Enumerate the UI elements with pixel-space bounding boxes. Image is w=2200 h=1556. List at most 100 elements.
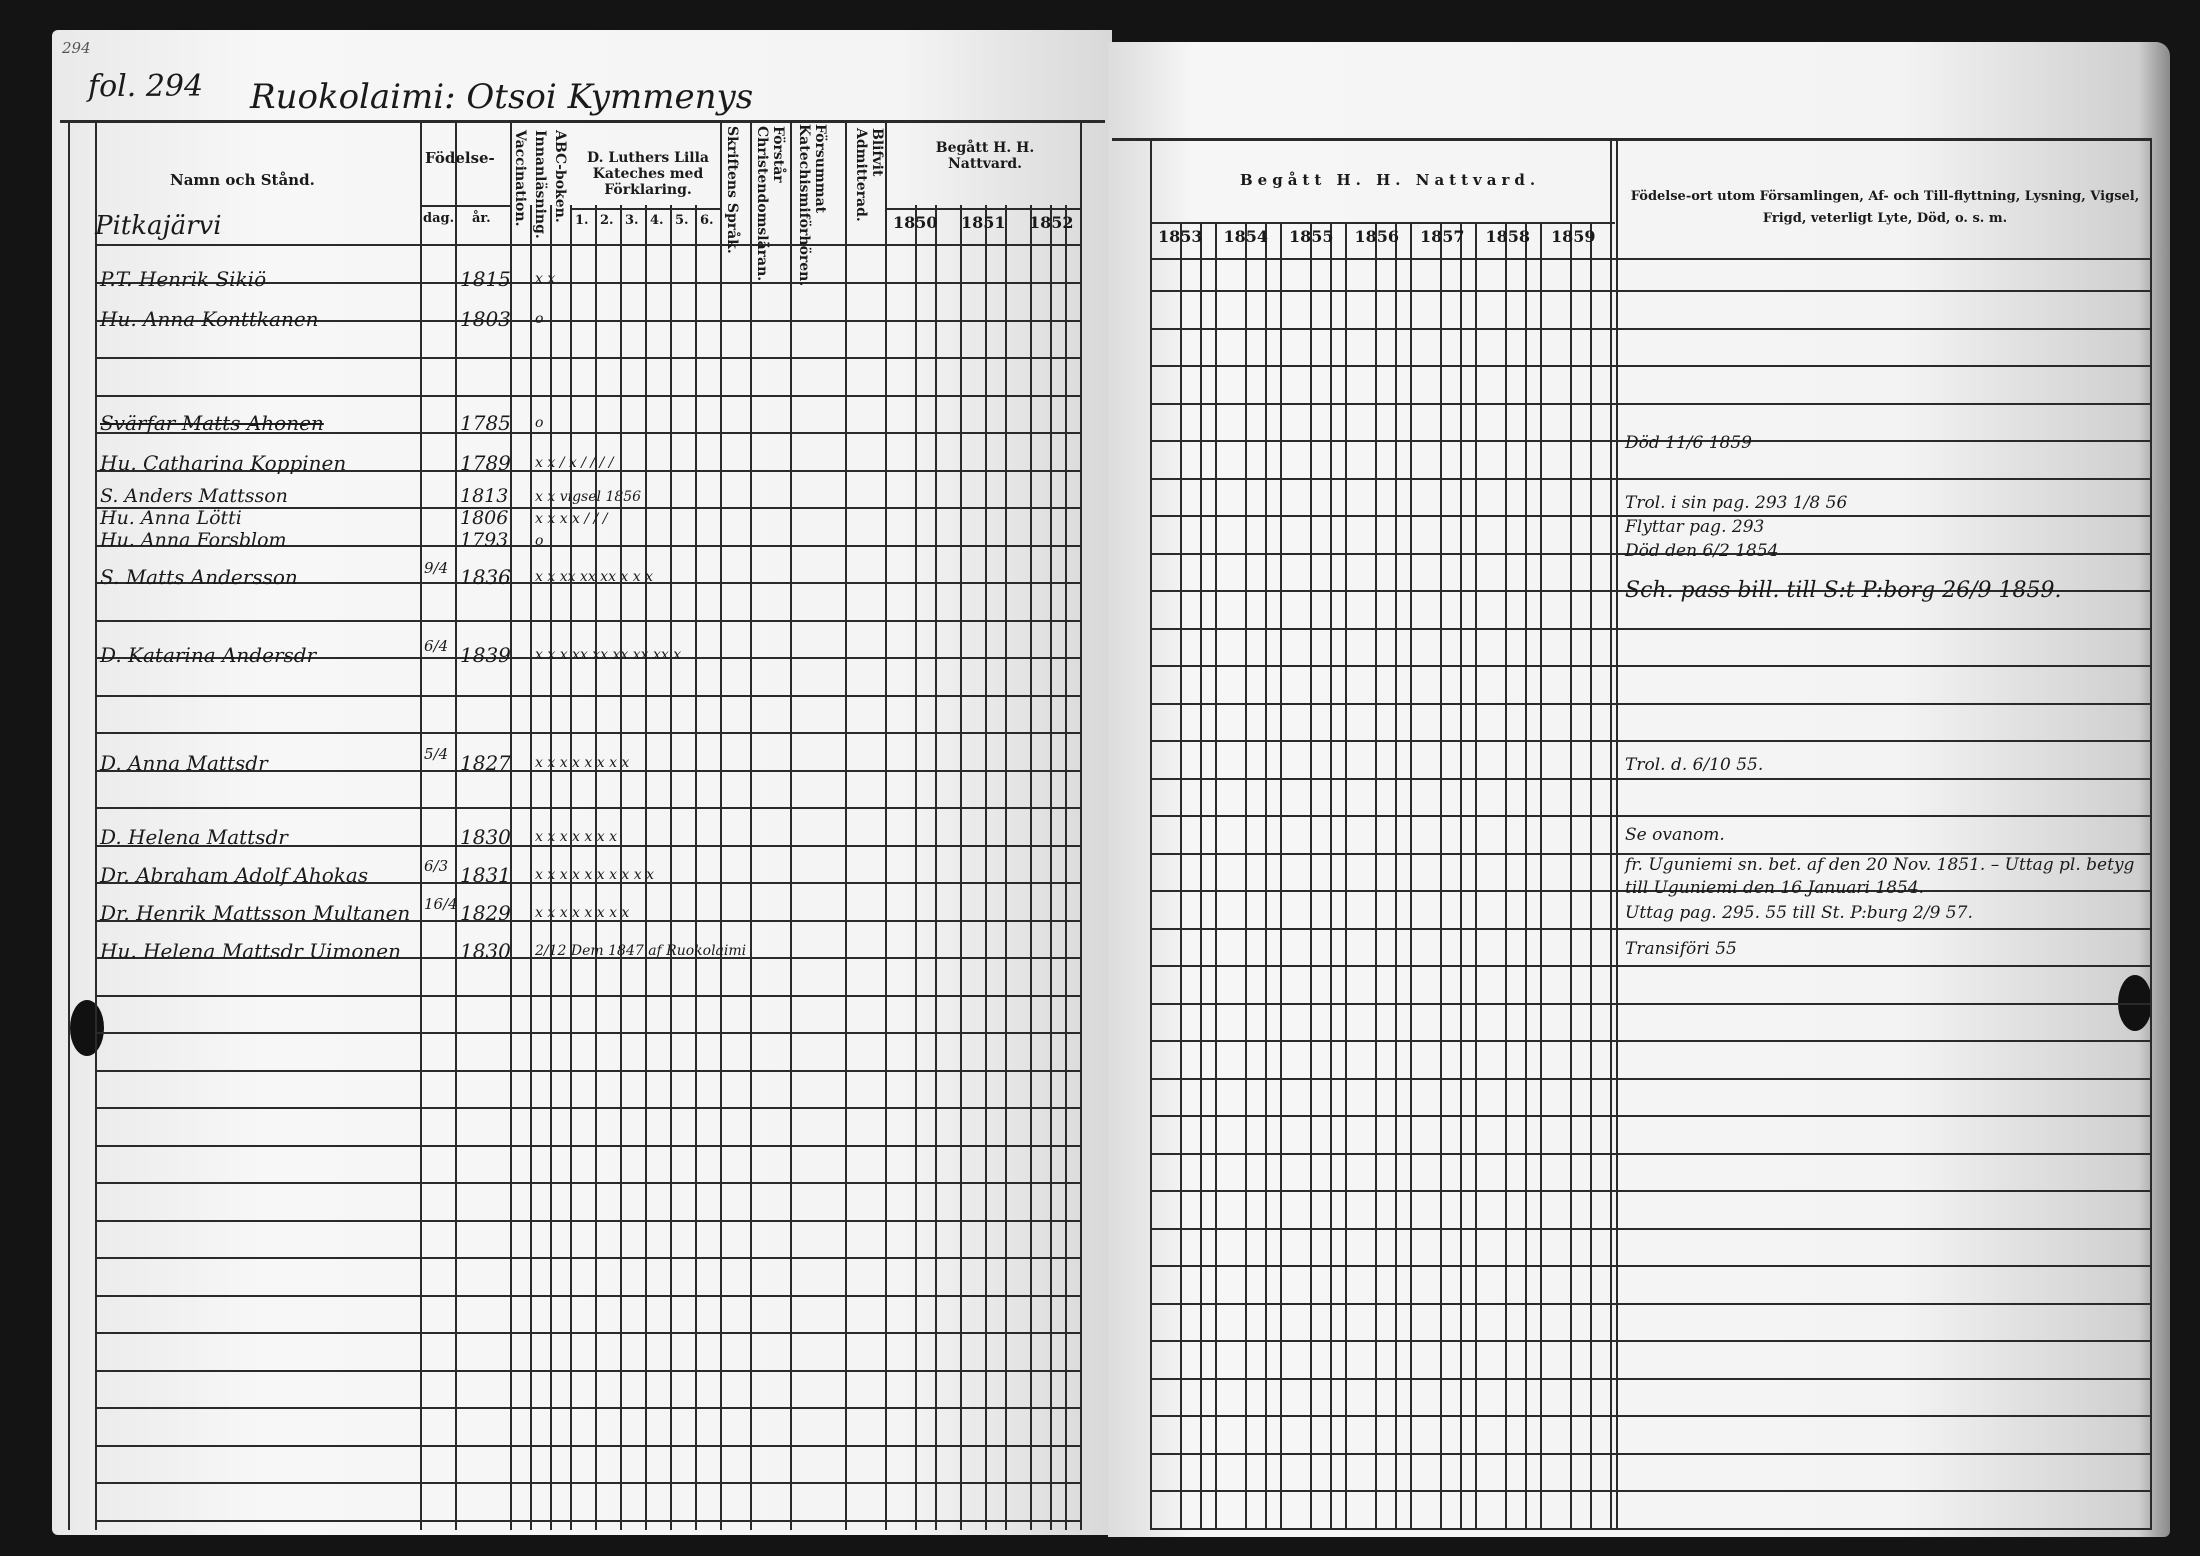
entry-name: D. Katarina Andersdr <box>100 643 317 667</box>
rule-line <box>1150 1265 2150 1267</box>
rule-line <box>95 432 1080 434</box>
header-understands: Förstår Christendomsläran. <box>754 126 786 282</box>
rule-line <box>960 205 962 1530</box>
year-header: 1859 <box>1551 227 1596 246</box>
rule-line <box>595 205 597 1530</box>
rule-line <box>1280 222 1282 1530</box>
rule-line <box>95 1144 1080 1147</box>
header-communion-right: Begått H. H. Nattvard. <box>1240 171 1541 189</box>
entry-marks: o <box>535 533 544 549</box>
remark-note: Död 11/6 1859 <box>1625 433 1752 453</box>
luther-part-label: 2. <box>600 213 614 228</box>
remark-note: Sch. pass bill. till S:t P:borg 26/9 185… <box>1625 578 2062 603</box>
header-abc: ABC-boken. <box>552 130 568 223</box>
rule-line <box>95 994 1080 997</box>
year-header: 1855 <box>1289 227 1334 246</box>
rule-line <box>95 244 1080 246</box>
rule-line <box>1265 222 1267 1530</box>
rule-line <box>1616 138 1618 1530</box>
rule-line <box>95 544 1080 547</box>
rule-line <box>1410 222 1412 1530</box>
header-notes: Födelse-ort utom Församlingen, Af- och T… <box>1630 189 2140 226</box>
rule-line <box>1150 1490 2150 1492</box>
rule-line <box>1005 205 1007 1530</box>
rule-line <box>1150 552 2150 555</box>
rule-line <box>1150 1152 2150 1155</box>
rule-line <box>95 732 1080 734</box>
rule-line <box>1440 222 1442 1530</box>
entry-name: Hu. Anna Lötti <box>100 507 242 529</box>
year-header: 1857 <box>1420 227 1465 246</box>
rule-line <box>95 1257 1080 1259</box>
rule-line <box>885 120 887 1530</box>
rule-line <box>95 282 1080 284</box>
rule-line <box>95 1407 1080 1409</box>
rule-line <box>1150 590 2150 592</box>
rule-line <box>620 205 622 1530</box>
rule-line <box>95 807 1080 809</box>
rule-line <box>2150 138 2152 1530</box>
year-header: 1858 <box>1485 227 1531 246</box>
rule-line <box>95 882 1080 884</box>
rule-line <box>95 469 1080 472</box>
rule-line <box>1150 1190 2150 1192</box>
entry-name: Dr. Abraham Adolf Ahokas <box>100 863 369 887</box>
rule-line <box>885 208 1080 210</box>
remark-note: Trol. i sin pag. 293 1/8 56 <box>1625 493 1848 513</box>
rule-line <box>1150 1002 2150 1005</box>
header-luther: D. Luthers Lilla Kateches med Förklaring… <box>587 150 709 199</box>
rule-line <box>95 919 1080 922</box>
entry-name: D. Helena Mattsdr <box>100 825 288 849</box>
rule-line <box>1030 205 1032 1530</box>
rule-line <box>935 205 937 1530</box>
rule-line <box>95 1332 1080 1334</box>
folio-stamp: 294 <box>62 39 91 57</box>
rule-line <box>1150 815 2150 817</box>
rule-line <box>695 205 697 1530</box>
rule-line <box>1610 138 1612 1530</box>
rule-line <box>95 1107 1080 1109</box>
rule-line <box>985 205 987 1530</box>
rule-line <box>1150 702 2150 705</box>
entry-marks: x x xx xx xx x x x <box>535 569 654 585</box>
entry-marks: x x x x x x x x x x <box>535 867 655 883</box>
year-header: 1850 <box>893 213 938 232</box>
rule-line <box>95 1369 1080 1372</box>
rule-line <box>95 957 1080 959</box>
entry-marks: x x / x / / / / <box>535 455 614 471</box>
entry-birth-year: 1793 <box>460 529 509 551</box>
rule-line <box>95 357 1080 359</box>
rule-line <box>1150 440 2150 442</box>
entry-marks: x x vigsel 1856 <box>535 489 642 505</box>
rule-line <box>670 205 672 1530</box>
header-communion-left: Begått H. H. Nattvard. <box>935 140 1035 173</box>
entry-birth-day: 6/4 <box>424 637 449 655</box>
rule-line <box>1150 1077 2150 1080</box>
rule-line <box>1112 138 2152 141</box>
year-header: 1854 <box>1223 227 1269 246</box>
rule-line <box>1375 222 1377 1530</box>
rule-line <box>1150 627 2150 630</box>
entry-birth-year: 1815 <box>460 267 511 291</box>
rule-line <box>750 120 752 1530</box>
header-scripture: Skriftens Språk. <box>724 126 740 254</box>
entry-marks: x x x x x x x x <box>535 755 630 771</box>
rule-line <box>1150 222 1615 224</box>
rule-line <box>95 507 1080 509</box>
entry-name: Svärfar Matts Ahonen <box>100 411 324 435</box>
rule-line <box>420 205 510 207</box>
rule-line <box>95 1219 1080 1222</box>
year-header: 1856 <box>1354 227 1400 246</box>
rule-line <box>1150 477 2150 480</box>
rule-line <box>95 1444 1080 1447</box>
rule-line <box>1475 222 1477 1530</box>
rule-line <box>1150 1302 2150 1305</box>
entry-name: Hu. Helena Mattsdr Uimonen <box>100 939 402 963</box>
rule-line <box>1150 1377 2150 1380</box>
year-header: 1853 <box>1158 227 1203 246</box>
entry-birth-year: 1839 <box>460 643 511 667</box>
remark-note: Död den 6/2 1854 <box>1625 541 1779 561</box>
remark-note: till Uguniemi den 16 Januari 1854. <box>1625 878 1925 898</box>
header-birth-day: dag. <box>423 211 455 226</box>
rule-line <box>1150 365 2150 367</box>
